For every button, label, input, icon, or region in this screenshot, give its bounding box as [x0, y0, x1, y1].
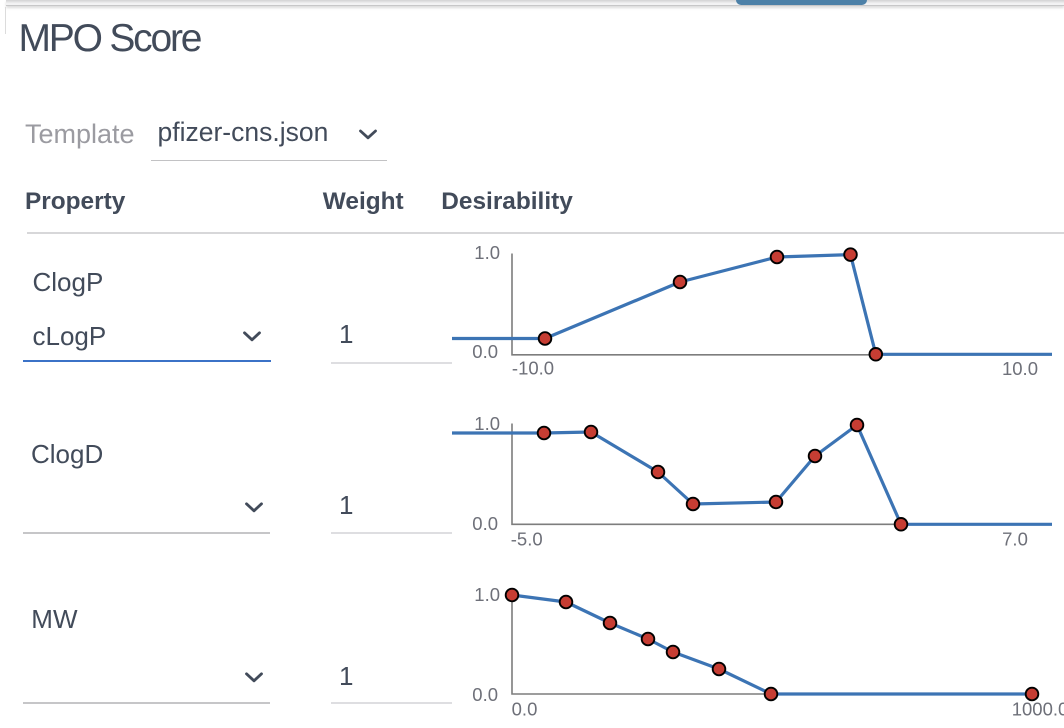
- svg-text:0.0: 0.0: [512, 698, 538, 719]
- svg-text:0.0: 0.0: [472, 684, 498, 705]
- svg-text:0.0: 0.0: [472, 513, 498, 534]
- svg-text:1.0: 1.0: [474, 413, 500, 434]
- svg-text:1.0: 1.0: [474, 242, 500, 263]
- svg-text:1.0: 1.0: [474, 584, 500, 605]
- svg-text:-5.0: -5.0: [511, 528, 543, 549]
- svg-text:10.0: 10.0: [1002, 358, 1038, 379]
- svg-text:0.0: 0.0: [472, 341, 498, 362]
- svg-text:7.0: 7.0: [1002, 528, 1028, 549]
- svg-text:1000.0: 1000.0: [1012, 698, 1064, 719]
- svg-text:-10.0: -10.0: [512, 358, 554, 379]
